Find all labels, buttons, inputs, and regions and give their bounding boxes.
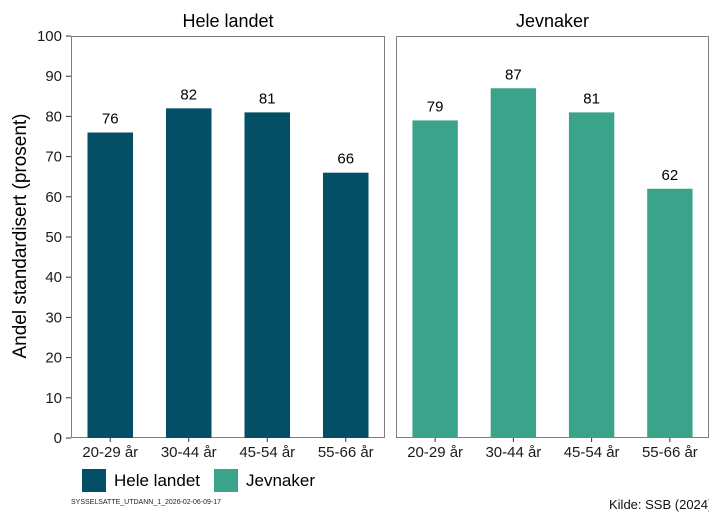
panels: Hele landet 76 20-29 år 82 30-44 år 81 45-54 å…	[71, 11, 709, 461]
x-tick-label: 30-44 år	[485, 444, 541, 461]
y-tick-label: 10	[45, 390, 62, 407]
data-label: 76	[102, 110, 119, 127]
footnote: SYSSELSATTE_UTDANN_1_2026-02-06-09-17	[71, 499, 222, 506]
y-tick-label: 40	[45, 269, 62, 286]
bar	[165, 108, 212, 439]
x-tick-label: 20-29 år	[407, 444, 463, 461]
legend-label-jevnaker: Jevnaker	[246, 470, 315, 490]
faceted-bar-chart: Andel standardisert (prosent) 0 10 20 30 40 5…	[10, 11, 709, 461]
legend-item-hele-landet: Hele landet	[82, 469, 200, 492]
legend-item-jevnaker: Jevnaker	[214, 469, 315, 492]
data-label: 82	[180, 86, 197, 103]
data-label: 81	[583, 90, 600, 107]
x-tick-label: 20-29 år	[82, 444, 138, 461]
y-tick-label: 50	[45, 229, 62, 246]
panel-hele-landet: Hele landet 76 20-29 år 82 30-44 år 81 45-54 å…	[71, 11, 385, 461]
bar	[87, 132, 134, 439]
source-note: Kilde: SSB (2024)	[609, 497, 709, 512]
bar	[490, 88, 537, 438]
y-tick-label: 90	[45, 68, 62, 85]
x-tick-label: 45-54 år	[564, 444, 620, 461]
y-tick-label: 80	[45, 108, 62, 125]
x-tick-label: 55-66 år	[318, 444, 374, 461]
data-label: 87	[505, 66, 522, 83]
legend-swatch-hele-landet	[82, 469, 106, 492]
y-tick-label: 30	[45, 309, 62, 326]
x-tick-label: 45-54 år	[239, 444, 295, 461]
y-axis: 0 10 20 30 40 50 60 70 80 90 100	[37, 28, 71, 447]
y-tick-label: 100	[37, 28, 62, 45]
panel-title-jevnaker: Jevnaker	[516, 11, 589, 31]
legend-swatch-jevnaker	[214, 469, 239, 492]
x-tick-label: 30-44 år	[161, 444, 217, 461]
legend-label-hele-landet: Hele landet	[114, 470, 201, 490]
bar	[568, 112, 615, 438]
legend: Hele landet Jevnaker	[82, 469, 329, 492]
data-label: 66	[337, 151, 354, 168]
y-tick-label: 0	[54, 430, 62, 447]
data-label: 81	[259, 90, 276, 107]
data-label: 79	[427, 98, 444, 115]
data-label: 62	[662, 167, 679, 184]
y-tick-label: 70	[45, 149, 62, 166]
y-tick-label: 20	[45, 350, 62, 367]
bar	[412, 120, 458, 439]
bar	[244, 112, 291, 438]
x-tick-label: 55-66 år	[642, 444, 698, 461]
y-axis-label: Andel standardisert (prosent)	[10, 113, 31, 358]
panel-border	[71, 36, 385, 438]
panel-title-hele-landet: Hele landet	[182, 11, 273, 31]
bar	[647, 188, 693, 438]
bar	[322, 172, 369, 438]
y-tick-label: 60	[45, 189, 62, 206]
panel-jevnaker: Jevnaker 79 20-29 år 87 30-44 år 81 45-54 år 62…	[396, 11, 709, 461]
